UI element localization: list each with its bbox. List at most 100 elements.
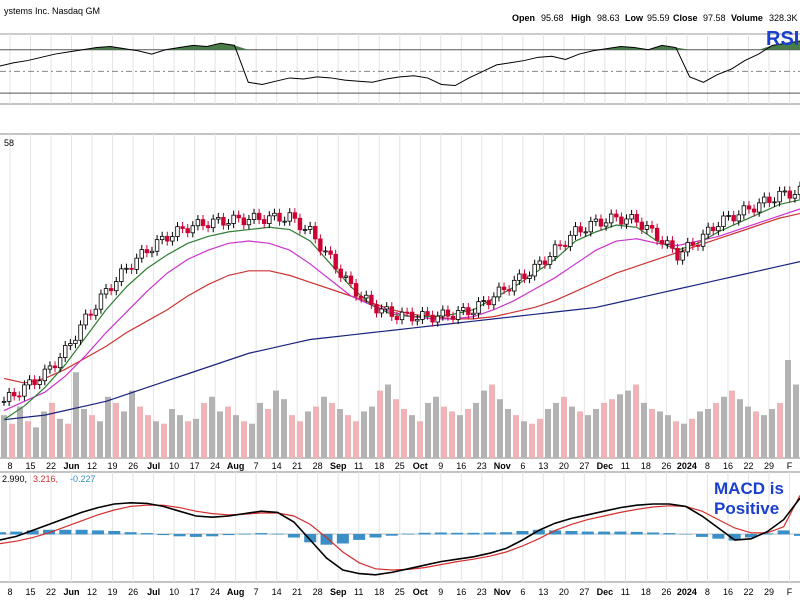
x-tick-label: 18 <box>641 461 651 471</box>
macd-histogram-bar <box>794 534 800 536</box>
candle-body <box>557 244 563 247</box>
volume-bar <box>305 411 311 458</box>
candle-body <box>83 313 88 326</box>
macd-line <box>0 497 800 576</box>
candle-body <box>272 212 277 217</box>
volume-bar <box>89 415 95 458</box>
candle-body <box>159 235 165 241</box>
candle-body <box>746 205 752 210</box>
volume-bar <box>409 415 415 458</box>
volume-bar <box>625 390 631 458</box>
candle-body <box>680 251 685 261</box>
candle-body <box>721 215 726 227</box>
volume-bar <box>649 409 655 458</box>
macd-histogram-bar <box>10 531 23 535</box>
candle-body <box>211 218 216 229</box>
candle-body <box>435 315 440 323</box>
volume-bar <box>169 409 175 458</box>
candle-body <box>338 268 343 278</box>
candle-body <box>685 242 690 253</box>
candle-body <box>185 228 190 234</box>
volume-bar <box>241 421 247 458</box>
candle-body <box>246 219 252 226</box>
candle-body <box>481 300 486 303</box>
macd-histogram-bar <box>483 532 496 535</box>
macd-histogram-bar <box>500 532 513 535</box>
x-tick-label: 19 <box>108 587 118 597</box>
x-tick-label: 27 <box>579 587 589 597</box>
x-tick-label: 10 <box>169 587 179 597</box>
candle-body <box>583 231 588 234</box>
x-tick-label: 13 <box>538 587 548 597</box>
volume-bar <box>385 384 391 458</box>
x-tick-label: 22 <box>743 587 753 597</box>
volume-bar <box>97 421 103 458</box>
macd-histogram-bar <box>124 532 137 535</box>
macd-histogram-bar <box>467 532 480 535</box>
candle-body <box>695 244 701 247</box>
volume-bar <box>1 415 7 458</box>
rsi-line <box>0 40 800 87</box>
candle-body <box>333 253 338 270</box>
x-tick-label: Aug <box>227 587 245 597</box>
candle-body <box>731 215 736 222</box>
x-tick-label: Jul <box>147 461 160 471</box>
volume-bar <box>17 406 23 458</box>
macd-histogram-bar <box>353 534 366 540</box>
candle-body <box>348 275 354 284</box>
candle-body <box>389 306 394 317</box>
volume-bar <box>217 411 223 458</box>
volume-bar <box>249 423 255 458</box>
candle-body <box>777 190 782 203</box>
candle-body <box>180 226 185 229</box>
x-tick-label: 8 <box>7 461 12 471</box>
volume-bar <box>401 409 407 458</box>
volume-bar <box>129 390 135 458</box>
volume-bar <box>697 411 703 458</box>
volume-bar <box>753 411 759 458</box>
x-tick-label: 24 <box>210 461 220 471</box>
x-tick-label: 26 <box>661 587 671 597</box>
x-tick-label: 14 <box>272 587 282 597</box>
candle-body <box>302 229 308 231</box>
volume-bar <box>73 372 79 458</box>
x-tick-label: Dec <box>597 587 614 597</box>
x-tick-label: F <box>787 587 793 597</box>
macd-histogram-bar <box>140 533 153 535</box>
volume-value: 328.3K <box>769 13 798 23</box>
candle-body <box>629 214 634 220</box>
candle-body <box>323 250 328 253</box>
low-label: Low <box>625 13 644 23</box>
candle-body <box>17 395 22 398</box>
candle-body <box>751 208 757 213</box>
volume-bar <box>497 399 503 458</box>
volume-bar <box>505 409 511 458</box>
candle-body <box>649 225 655 229</box>
x-tick-label: Sep <box>330 461 347 471</box>
candle-body <box>241 217 247 226</box>
candle-body <box>47 365 53 370</box>
macd-histogram-bar <box>385 534 398 536</box>
candle-body <box>756 202 762 213</box>
volume-bar <box>113 402 119 458</box>
candle-body <box>537 260 542 265</box>
macd-histogram-bar <box>59 529 72 535</box>
chart-title: ystems Inc. Nasdaq GM <box>4 6 100 16</box>
candle-body <box>547 256 553 265</box>
x-tick-label: 28 <box>313 461 323 471</box>
volume-bar <box>289 415 295 458</box>
x-tick-label: 7 <box>254 587 259 597</box>
candle-body <box>154 239 160 252</box>
macd-annotation-line2: Positive <box>714 499 779 518</box>
candle-body <box>216 217 221 220</box>
candle-body <box>374 304 379 314</box>
volume-bar <box>465 409 471 458</box>
candle-body <box>450 315 456 320</box>
candle-body <box>568 234 573 247</box>
volume-bar <box>537 418 543 458</box>
macd-histogram-bar <box>777 530 790 535</box>
volume-bar <box>657 411 663 458</box>
candle-body <box>93 308 99 316</box>
volume-bar <box>769 409 775 458</box>
